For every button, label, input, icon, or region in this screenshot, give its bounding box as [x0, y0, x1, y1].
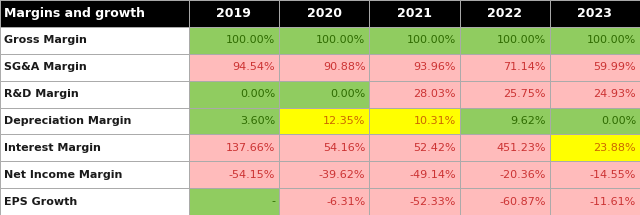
- Text: 137.66%: 137.66%: [226, 143, 275, 153]
- Text: -: -: [271, 197, 275, 207]
- Bar: [279, 81, 369, 108]
- Bar: [0, 161, 189, 188]
- Text: 24.93%: 24.93%: [593, 89, 636, 99]
- Text: Interest Margin: Interest Margin: [4, 143, 100, 153]
- Bar: [279, 188, 369, 215]
- Text: 59.99%: 59.99%: [593, 62, 636, 72]
- Text: -39.62%: -39.62%: [319, 170, 365, 180]
- Bar: [460, 27, 550, 54]
- Text: 100.00%: 100.00%: [406, 35, 456, 45]
- Bar: [369, 54, 460, 81]
- Text: 12.35%: 12.35%: [323, 116, 365, 126]
- Text: EPS Growth: EPS Growth: [4, 197, 77, 207]
- Bar: [369, 134, 460, 161]
- Bar: [460, 188, 550, 215]
- Bar: [550, 134, 640, 161]
- Text: -52.33%: -52.33%: [410, 197, 456, 207]
- Bar: [189, 188, 279, 215]
- Text: 100.00%: 100.00%: [316, 35, 365, 45]
- Bar: [369, 108, 460, 134]
- Bar: [189, 161, 279, 188]
- Bar: [189, 81, 279, 108]
- Text: 2023: 2023: [577, 7, 612, 20]
- Bar: [279, 0, 369, 27]
- Text: Gross Margin: Gross Margin: [4, 35, 86, 45]
- Text: 100.00%: 100.00%: [497, 35, 546, 45]
- Bar: [189, 54, 279, 81]
- Text: 93.96%: 93.96%: [413, 62, 456, 72]
- Text: 28.03%: 28.03%: [413, 89, 456, 99]
- Bar: [0, 188, 189, 215]
- Text: 0.00%: 0.00%: [601, 116, 636, 126]
- Text: -14.55%: -14.55%: [590, 170, 636, 180]
- Text: 94.54%: 94.54%: [232, 62, 275, 72]
- Text: -60.87%: -60.87%: [499, 197, 546, 207]
- Text: 100.00%: 100.00%: [226, 35, 275, 45]
- Bar: [550, 188, 640, 215]
- Text: Depreciation Margin: Depreciation Margin: [4, 116, 131, 126]
- Bar: [189, 134, 279, 161]
- Bar: [460, 161, 550, 188]
- Text: 451.23%: 451.23%: [497, 143, 546, 153]
- Text: 54.16%: 54.16%: [323, 143, 365, 153]
- Text: 10.31%: 10.31%: [413, 116, 456, 126]
- Text: 2021: 2021: [397, 7, 432, 20]
- Bar: [0, 108, 189, 134]
- Bar: [550, 0, 640, 27]
- Bar: [460, 0, 550, 27]
- Bar: [0, 134, 189, 161]
- Text: 25.75%: 25.75%: [504, 89, 546, 99]
- Text: 2019: 2019: [216, 7, 252, 20]
- Text: Margins and growth: Margins and growth: [4, 7, 145, 20]
- Text: -6.31%: -6.31%: [326, 197, 365, 207]
- Bar: [460, 108, 550, 134]
- Text: 9.62%: 9.62%: [511, 116, 546, 126]
- Text: 2022: 2022: [487, 7, 522, 20]
- Text: 3.60%: 3.60%: [240, 116, 275, 126]
- Bar: [460, 134, 550, 161]
- Text: 52.42%: 52.42%: [413, 143, 456, 153]
- Text: 90.88%: 90.88%: [323, 62, 365, 72]
- Text: Net Income Margin: Net Income Margin: [4, 170, 122, 180]
- Text: 0.00%: 0.00%: [240, 89, 275, 99]
- Text: 71.14%: 71.14%: [504, 62, 546, 72]
- Text: -11.61%: -11.61%: [590, 197, 636, 207]
- Bar: [550, 161, 640, 188]
- Text: 2020: 2020: [307, 7, 342, 20]
- Bar: [189, 27, 279, 54]
- Bar: [279, 134, 369, 161]
- Bar: [550, 108, 640, 134]
- Bar: [550, 81, 640, 108]
- Bar: [550, 27, 640, 54]
- Bar: [369, 81, 460, 108]
- Bar: [0, 81, 189, 108]
- Text: 23.88%: 23.88%: [593, 143, 636, 153]
- Bar: [369, 0, 460, 27]
- Text: -20.36%: -20.36%: [500, 170, 546, 180]
- Bar: [279, 54, 369, 81]
- Text: SG&A Margin: SG&A Margin: [4, 62, 86, 72]
- Bar: [369, 188, 460, 215]
- Bar: [0, 54, 189, 81]
- Bar: [369, 161, 460, 188]
- Bar: [279, 108, 369, 134]
- Bar: [460, 54, 550, 81]
- Bar: [550, 54, 640, 81]
- Bar: [279, 161, 369, 188]
- Text: -54.15%: -54.15%: [229, 170, 275, 180]
- Text: 100.00%: 100.00%: [587, 35, 636, 45]
- Bar: [0, 0, 189, 27]
- Text: 0.00%: 0.00%: [330, 89, 365, 99]
- Bar: [460, 81, 550, 108]
- Bar: [189, 0, 279, 27]
- Text: R&D Margin: R&D Margin: [4, 89, 79, 99]
- Bar: [369, 27, 460, 54]
- Bar: [279, 27, 369, 54]
- Bar: [0, 27, 189, 54]
- Text: -49.14%: -49.14%: [409, 170, 456, 180]
- Bar: [189, 108, 279, 134]
